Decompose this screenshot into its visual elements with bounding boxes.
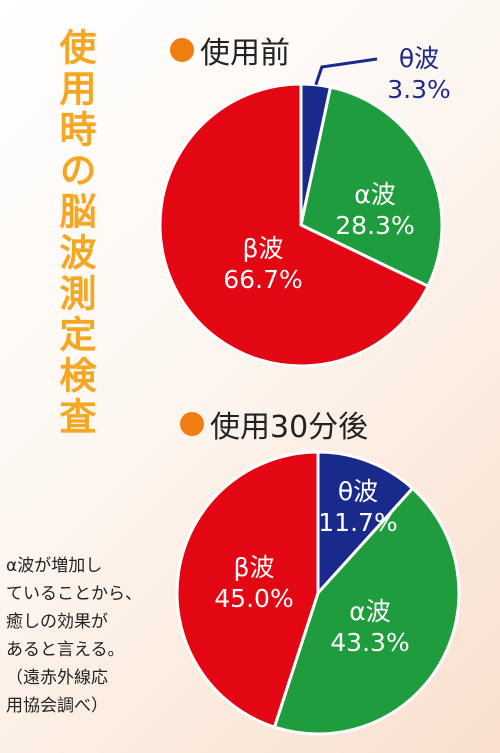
note-line: 用協会調べ） <box>6 696 108 716</box>
slice-percent-label: 11.7% <box>318 508 397 537</box>
pie-slice <box>158 82 431 368</box>
leader-line <box>314 57 378 86</box>
chart-main-title: 使用時の脳波測定検査 <box>53 28 96 438</box>
pie-slice <box>316 450 415 597</box>
slice-percent-label: 45.0% <box>214 584 293 613</box>
pie1-heading: 使用前 <box>170 28 290 72</box>
slice-name-label: θ波 <box>399 44 439 73</box>
note-line: あると言える。 <box>6 640 125 660</box>
slice-name-label: α波 <box>349 597 390 626</box>
footnote: α波が増加し ていることから、 癒しの効果が あると言える。 （遠赤外線応 用協… <box>6 552 178 720</box>
pie2-heading: 使用30分後 <box>180 402 368 446</box>
slice-name-label: β波 <box>234 553 275 582</box>
slice-name-label: β波 <box>243 234 284 263</box>
slice-percent-label: 28.3% <box>335 211 414 240</box>
note-line: （遠赤外線応 <box>6 668 108 688</box>
slice-percent-label: 43.3% <box>330 628 409 657</box>
pie-slice <box>299 85 444 289</box>
orange-bullet-icon <box>170 38 194 62</box>
note-line: α波が増加し <box>6 556 103 576</box>
orange-bullet-icon <box>180 412 204 436</box>
slice-name-label: θ波 <box>338 477 378 506</box>
pie2-title: 使用30分後 <box>210 410 369 445</box>
pie-slice <box>272 486 461 736</box>
note-line: 癒しの効果が <box>6 612 108 632</box>
pie-slice <box>175 450 320 729</box>
slice-name-label: α波 <box>354 180 395 209</box>
slice-percent-label: 66.7% <box>223 265 302 294</box>
slice-percent-label: 3.3% <box>387 75 451 104</box>
pie1-title: 使用前 <box>200 36 290 71</box>
note-line: ていることから、 <box>6 584 142 604</box>
